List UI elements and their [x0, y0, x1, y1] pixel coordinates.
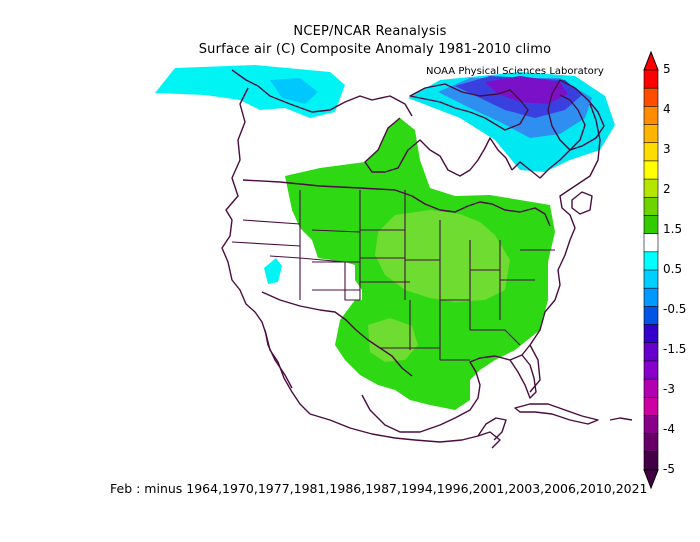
warm-anomaly-interior: [375, 210, 510, 302]
colorbar: [643, 50, 659, 490]
colorbar-swatch: [643, 178, 659, 198]
colorbar-tick-label: -5: [663, 462, 675, 476]
coastline-east: [529, 103, 601, 346]
colorbar-swatch: [643, 433, 659, 453]
warm-anomaly-texas: [368, 318, 418, 362]
coastline-west: [221, 87, 311, 415]
colorbar-tick-label: -0.5: [663, 302, 687, 316]
colorbar-tick-label: -4: [663, 422, 675, 436]
map-subtitle: Surface air (C) Composite Anomaly 1981-2…: [198, 42, 552, 57]
colorbar-swatch: [643, 269, 659, 289]
coastline-greenland: [547, 79, 605, 151]
colorbar-tick-label: 1.5: [663, 222, 683, 236]
coastline-newfoundland: [571, 191, 593, 215]
anomaly-fields: [155, 65, 615, 410]
cool-anomaly-northwest-inner: [270, 78, 318, 104]
very-cold-anomaly-northeast: [485, 76, 568, 104]
colorbar-tick-label: -1.5: [663, 342, 687, 356]
boundaries: [221, 69, 633, 449]
colorbar-swatch: [643, 324, 659, 344]
coastline-baffin: [409, 83, 529, 131]
colorbar-swatch: [643, 378, 659, 398]
map-title: NCEP/NCAR Reanalysis: [293, 24, 447, 39]
colorbar-tick-label: -3: [663, 382, 675, 396]
colorbar-tick-label: 5: [663, 62, 671, 76]
coastline-caribbean: [609, 417, 633, 421]
coastline-arctic: [231, 69, 413, 117]
colorbar-swatch: [643, 306, 659, 326]
colorbar-tick-label: 0.5: [663, 262, 683, 276]
colorbar-min-arrow: [643, 469, 659, 490]
colorbar-swatch: [643, 287, 659, 307]
state-lines: [231, 190, 555, 361]
colorbar-swatch: [643, 342, 659, 362]
coastline-baja: [264, 329, 293, 389]
colorbar-swatch: [643, 106, 659, 126]
credit-label: NOAA Physical Sciences Laboratory: [426, 66, 604, 77]
coastline-cuba: [514, 403, 599, 425]
colorbar-swatch: [643, 215, 659, 235]
colorbar-swatch: [643, 196, 659, 217]
colorbar-swatch: [643, 233, 659, 253]
coastline-yucatan: [477, 417, 507, 441]
colorbar-swatch: [643, 124, 659, 144]
colorbar-swatch: [643, 142, 659, 162]
coastline-mexico: [309, 413, 501, 449]
composite-years-note: Feb : minus 1964,1970,1977,1981,1986,198…: [110, 481, 648, 496]
colorbar-tick-label: 4: [663, 102, 671, 116]
colorbar-swatch: [643, 251, 659, 271]
coastline-hudson-bay: [364, 117, 513, 177]
coastline-gulf: [361, 344, 541, 433]
border-us-mexico: [261, 291, 413, 377]
coastline-labrador: [511, 94, 586, 179]
colorbar-swatch: [643, 160, 659, 180]
colorbar-swatch: [643, 360, 659, 380]
colorbar-swatch: [643, 415, 659, 435]
colorbar-tick-label: 3: [663, 142, 671, 156]
border-us-canada: [242, 179, 551, 227]
cool-anomaly-west: [264, 258, 282, 284]
colorbar-swatch: [643, 451, 659, 471]
colorbar-swatch: [643, 69, 659, 89]
colorbar-swatch: [643, 87, 659, 107]
colorbar-tick-label: 2: [663, 182, 671, 196]
colorbar-swatch: [643, 396, 659, 417]
coastline-florida: [509, 354, 537, 399]
